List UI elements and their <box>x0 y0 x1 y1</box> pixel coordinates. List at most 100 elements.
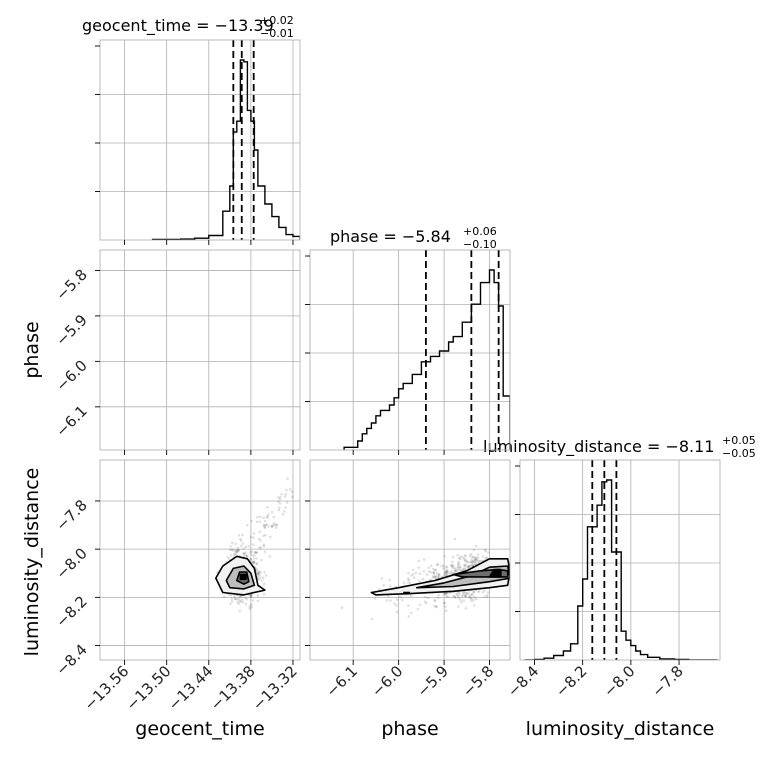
sample-point <box>239 287 242 290</box>
sample-point <box>235 307 238 310</box>
sample-point <box>246 286 249 289</box>
sample-point <box>231 323 234 326</box>
sample-point <box>242 552 245 555</box>
sample-point <box>227 329 230 332</box>
sample-point <box>233 293 236 296</box>
sample-point <box>456 566 460 570</box>
sample-point <box>432 572 436 575</box>
sample-point <box>429 571 433 574</box>
sample-point <box>239 311 242 314</box>
y-axis-label-phase: phase <box>21 321 43 378</box>
sample-point <box>257 569 260 573</box>
sample-point <box>425 573 429 576</box>
sample-point <box>443 601 446 605</box>
sample-point <box>243 298 246 301</box>
sample-point <box>424 595 427 599</box>
scatter-group <box>196 269 262 428</box>
sample-point <box>245 272 248 275</box>
sample-point <box>211 339 214 342</box>
sample-point <box>224 309 227 312</box>
sample-point <box>233 324 236 327</box>
sample-point <box>236 295 239 298</box>
sample-point <box>240 294 243 297</box>
sample-point <box>240 304 243 307</box>
sample-point <box>240 281 243 284</box>
contour-distance-phase-peak-fill <box>489 569 501 577</box>
sample-point <box>233 594 236 598</box>
sample-point <box>249 558 253 561</box>
sample-point <box>241 295 244 298</box>
title-phase-sub: −0.10 <box>463 238 497 251</box>
sample-point <box>227 299 230 302</box>
sample-point <box>434 569 438 572</box>
sample-point <box>246 280 249 283</box>
sample-point <box>232 332 235 335</box>
sample-point <box>423 600 427 603</box>
sample-point <box>445 569 449 572</box>
sample-point <box>455 592 458 595</box>
x-axis-label-geocent-time: geocent_time <box>135 718 264 740</box>
x-tick-label: −8.0 <box>600 662 638 700</box>
sample-point <box>433 599 437 603</box>
sample-point <box>244 295 247 298</box>
sample-point <box>467 560 470 564</box>
sample-point <box>235 297 238 300</box>
sample-point <box>462 599 466 602</box>
sample-point <box>215 342 218 345</box>
sample-point <box>247 272 250 275</box>
sample-point <box>228 322 231 325</box>
sample-point <box>227 323 230 326</box>
sample-point <box>473 604 476 607</box>
sample-point <box>486 591 490 594</box>
sample-point <box>237 320 240 323</box>
sample-point <box>264 523 268 527</box>
sample-point <box>227 325 230 328</box>
sample-point <box>225 322 228 325</box>
sample-point <box>220 324 223 327</box>
sample-point <box>412 576 416 579</box>
sample-point <box>229 307 232 310</box>
sample-point <box>231 541 234 545</box>
sample-point <box>224 325 227 328</box>
sample-point <box>216 351 219 354</box>
sample-point <box>233 297 236 300</box>
sample-point <box>444 572 448 576</box>
sample-point <box>407 615 411 618</box>
grid-lines <box>100 40 720 660</box>
sample-point <box>236 285 239 288</box>
sample-point <box>229 301 232 304</box>
sample-point <box>235 299 238 302</box>
sample-point <box>370 617 374 621</box>
sample-point <box>228 294 231 297</box>
sample-point <box>246 273 249 276</box>
sample-point <box>239 288 242 291</box>
sample-point <box>258 546 262 550</box>
sample-point <box>462 591 465 594</box>
sample-point <box>239 274 242 277</box>
tick-labels: −13.56−13.50−13.44−13.38−13.32 −6.1 −6.0 −5… <box>52 266 686 714</box>
sample-point <box>221 352 224 355</box>
sample-point <box>285 488 288 492</box>
sample-point <box>246 273 249 276</box>
sample-point <box>219 340 222 343</box>
sample-point <box>241 310 244 313</box>
sample-point <box>258 520 262 524</box>
sample-point <box>224 321 227 324</box>
sample-point <box>238 312 241 315</box>
sample-point <box>236 310 239 313</box>
sample-point <box>243 273 246 276</box>
sample-point <box>382 584 385 587</box>
sample-point <box>228 350 231 353</box>
sample-point <box>222 337 225 340</box>
sample-point <box>462 557 466 561</box>
sample-point <box>237 534 241 537</box>
sample-point <box>258 573 261 576</box>
sample-point <box>214 349 217 352</box>
contour-distance-geocent-inner-line <box>236 571 250 585</box>
sample-point <box>451 566 455 570</box>
sample-point <box>232 292 235 295</box>
sample-point <box>418 572 422 575</box>
sample-point <box>472 562 475 566</box>
sample-point <box>219 350 222 353</box>
sample-point <box>237 294 240 297</box>
